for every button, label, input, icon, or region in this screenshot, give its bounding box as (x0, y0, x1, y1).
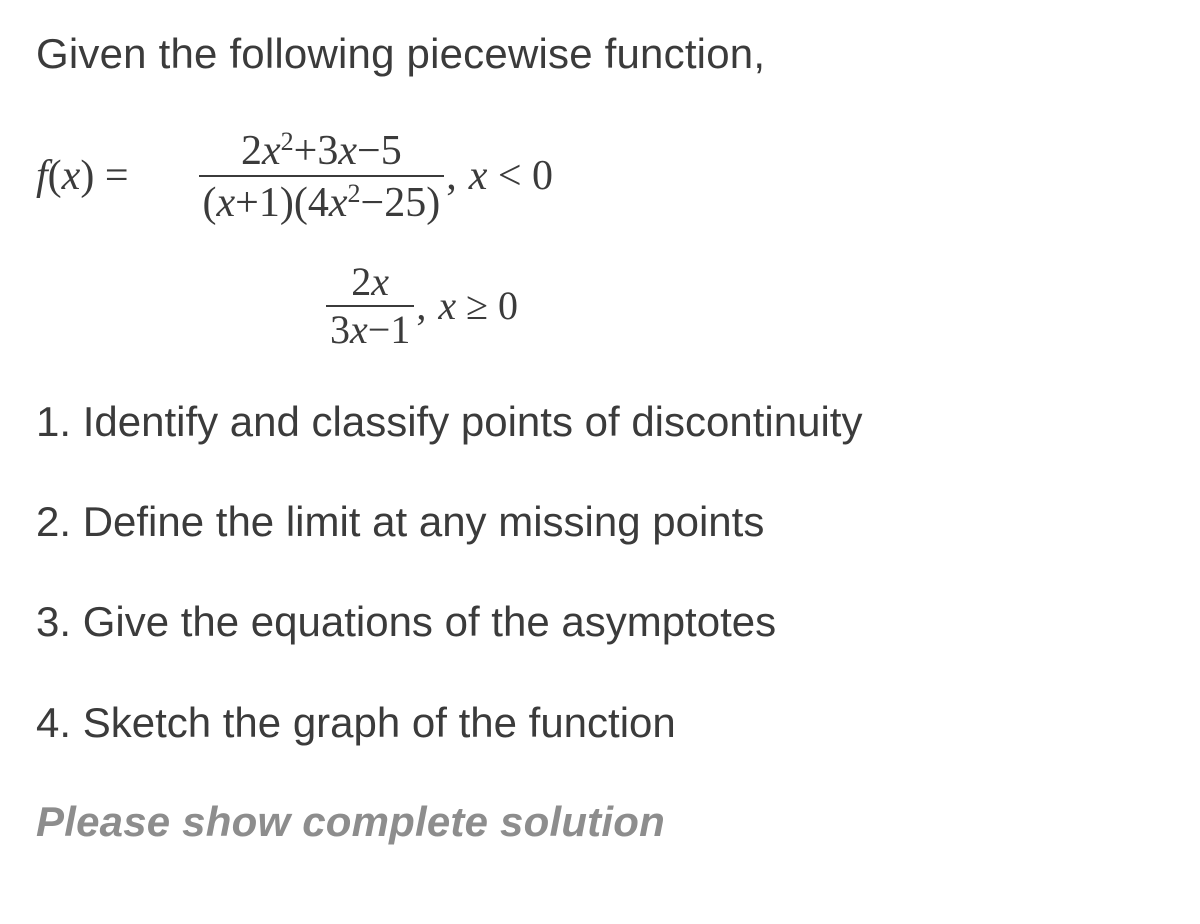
piece1-condition: x < 0 (469, 152, 553, 200)
num-token: +3 (294, 128, 339, 174)
question-list: 1. Identify and classify points of disco… (36, 397, 1164, 749)
den-token: x (217, 180, 236, 226)
lhs-x: x (62, 153, 81, 199)
cond-rhs: 0 (498, 283, 518, 328)
cond-rel: < (487, 153, 532, 199)
num-token: 2 (351, 259, 371, 304)
function-definition-row-1: f(x) = 2x2+3x−5 (x+1)(4x2−25) , x < 0 (36, 127, 1164, 225)
cond-x: x (438, 283, 456, 328)
num-token: 2 (241, 128, 262, 174)
den-token: −25) (361, 180, 441, 226)
num-token: x (371, 259, 389, 304)
den-token: 2 (348, 179, 361, 208)
intro-text: Given the following piecewise function, (36, 28, 1164, 81)
piece-2: 2x 3x−1 , x ≥ 0 (326, 261, 518, 351)
piece2-condition: x ≥ 0 (438, 282, 518, 329)
piece1-fraction: 2x2+3x−5 (x+1)(4x2−25) (199, 127, 445, 225)
num-token: 2 (281, 127, 294, 156)
piece2-numerator: 2x (347, 261, 393, 303)
lhs-f: f (36, 153, 48, 199)
cond-x: x (469, 153, 488, 199)
piece1-bar (199, 175, 445, 177)
question-item: 4. Sketch the graph of the function (36, 698, 1164, 748)
den-token: 3 (330, 307, 350, 352)
num-token: −5 (357, 128, 402, 174)
piece2-comma: , (416, 282, 426, 329)
num-token: x (262, 128, 281, 174)
function-lhs: f(x) = (36, 152, 129, 200)
den-token: ( (203, 180, 217, 226)
cond-rel: ≥ (456, 283, 498, 328)
lhs-eq: = (94, 153, 128, 199)
num-token: x (338, 128, 357, 174)
lhs-open: ( (48, 153, 62, 199)
den-token: x (329, 180, 348, 226)
piece1-numerator: 2x2+3x−5 (237, 127, 406, 173)
lhs-close: ) (80, 153, 94, 199)
question-item: 1. Identify and classify points of disco… (36, 397, 1164, 447)
piece2-fraction: 2x 3x−1 (326, 261, 414, 351)
den-token: −1 (368, 307, 411, 352)
cond-rhs: 0 (532, 153, 553, 199)
question-item: 3. Give the equations of the asymptotes (36, 597, 1164, 647)
function-definition-row-2: 2x 3x−1 , x ≥ 0 (326, 261, 1164, 351)
piece1-comma: , (446, 152, 457, 200)
piece1-denominator: (x+1)(4x2−25) (199, 179, 445, 225)
den-token: +1)(4 (235, 180, 329, 226)
footer-note: Please show complete solution (36, 798, 1164, 846)
piece-1: 2x2+3x−5 (x+1)(4x2−25) , x < 0 (199, 127, 554, 225)
den-token: x (350, 307, 368, 352)
question-item: 2. Define the limit at any missing point… (36, 497, 1164, 547)
piece2-denominator: 3x−1 (326, 309, 414, 351)
